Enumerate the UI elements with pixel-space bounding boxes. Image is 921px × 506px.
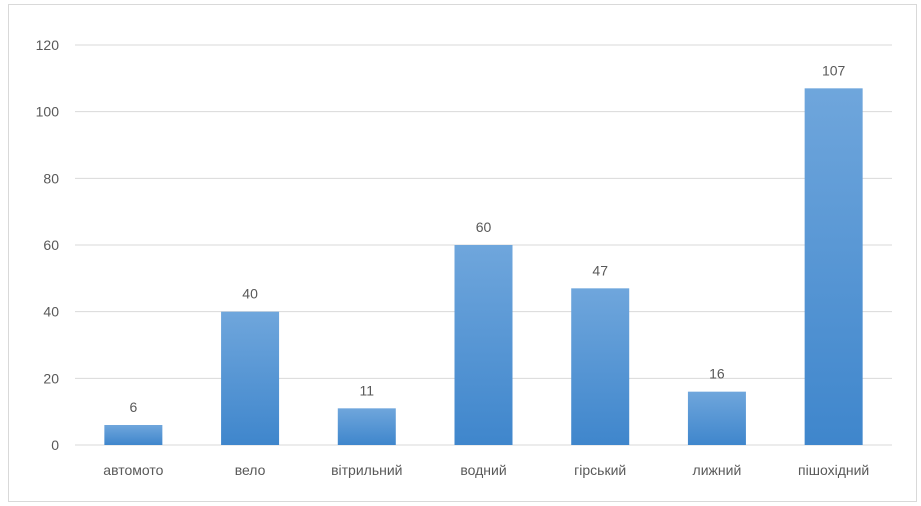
x-tick-label: пішохідний bbox=[798, 462, 869, 478]
data-label: 60 bbox=[476, 219, 492, 235]
bar-5 bbox=[571, 288, 630, 445]
data-label: 47 bbox=[592, 262, 608, 278]
data-label: 6 bbox=[129, 399, 137, 415]
y-tick-label: 100 bbox=[36, 104, 60, 120]
y-tick-label: 0 bbox=[51, 437, 59, 453]
data-label: 107 bbox=[822, 62, 846, 78]
x-axis-ticks: автомото вело вітрильний водний гірський лижн… bbox=[103, 462, 869, 478]
bar-7 bbox=[804, 88, 863, 445]
bar-3 bbox=[337, 408, 396, 445]
bar-4 bbox=[454, 245, 513, 445]
data-label: 16 bbox=[709, 366, 725, 382]
bar-1 bbox=[104, 425, 163, 445]
x-tick-label: вело bbox=[235, 462, 266, 478]
bar-2 bbox=[221, 311, 280, 445]
y-tick-label: 20 bbox=[43, 370, 59, 386]
bar-chart: 0 20 40 60 80 100 120 6 40 11 60 47 16 107 автомото в… bbox=[36, 37, 892, 478]
bars bbox=[104, 88, 863, 445]
x-tick-label: лижний bbox=[693, 462, 742, 478]
chart-frame: 0 20 40 60 80 100 120 6 40 11 60 47 16 107 автомото в… bbox=[8, 4, 917, 502]
x-tick-label: вітрильний bbox=[331, 462, 402, 478]
bar-6 bbox=[687, 391, 746, 445]
y-tick-label: 80 bbox=[43, 170, 59, 186]
y-tick-label: 120 bbox=[36, 37, 60, 53]
data-labels: 6 40 11 60 47 16 107 bbox=[129, 62, 845, 415]
data-label: 40 bbox=[242, 286, 258, 302]
y-tick-label: 60 bbox=[43, 237, 59, 253]
x-tick-label: автомото bbox=[103, 462, 163, 478]
x-tick-label: водний bbox=[460, 462, 506, 478]
y-tick-label: 40 bbox=[43, 304, 59, 320]
data-label: 11 bbox=[360, 382, 375, 398]
x-tick-label: гірський bbox=[574, 462, 626, 478]
y-axis-ticks: 0 20 40 60 80 100 120 bbox=[36, 37, 60, 453]
